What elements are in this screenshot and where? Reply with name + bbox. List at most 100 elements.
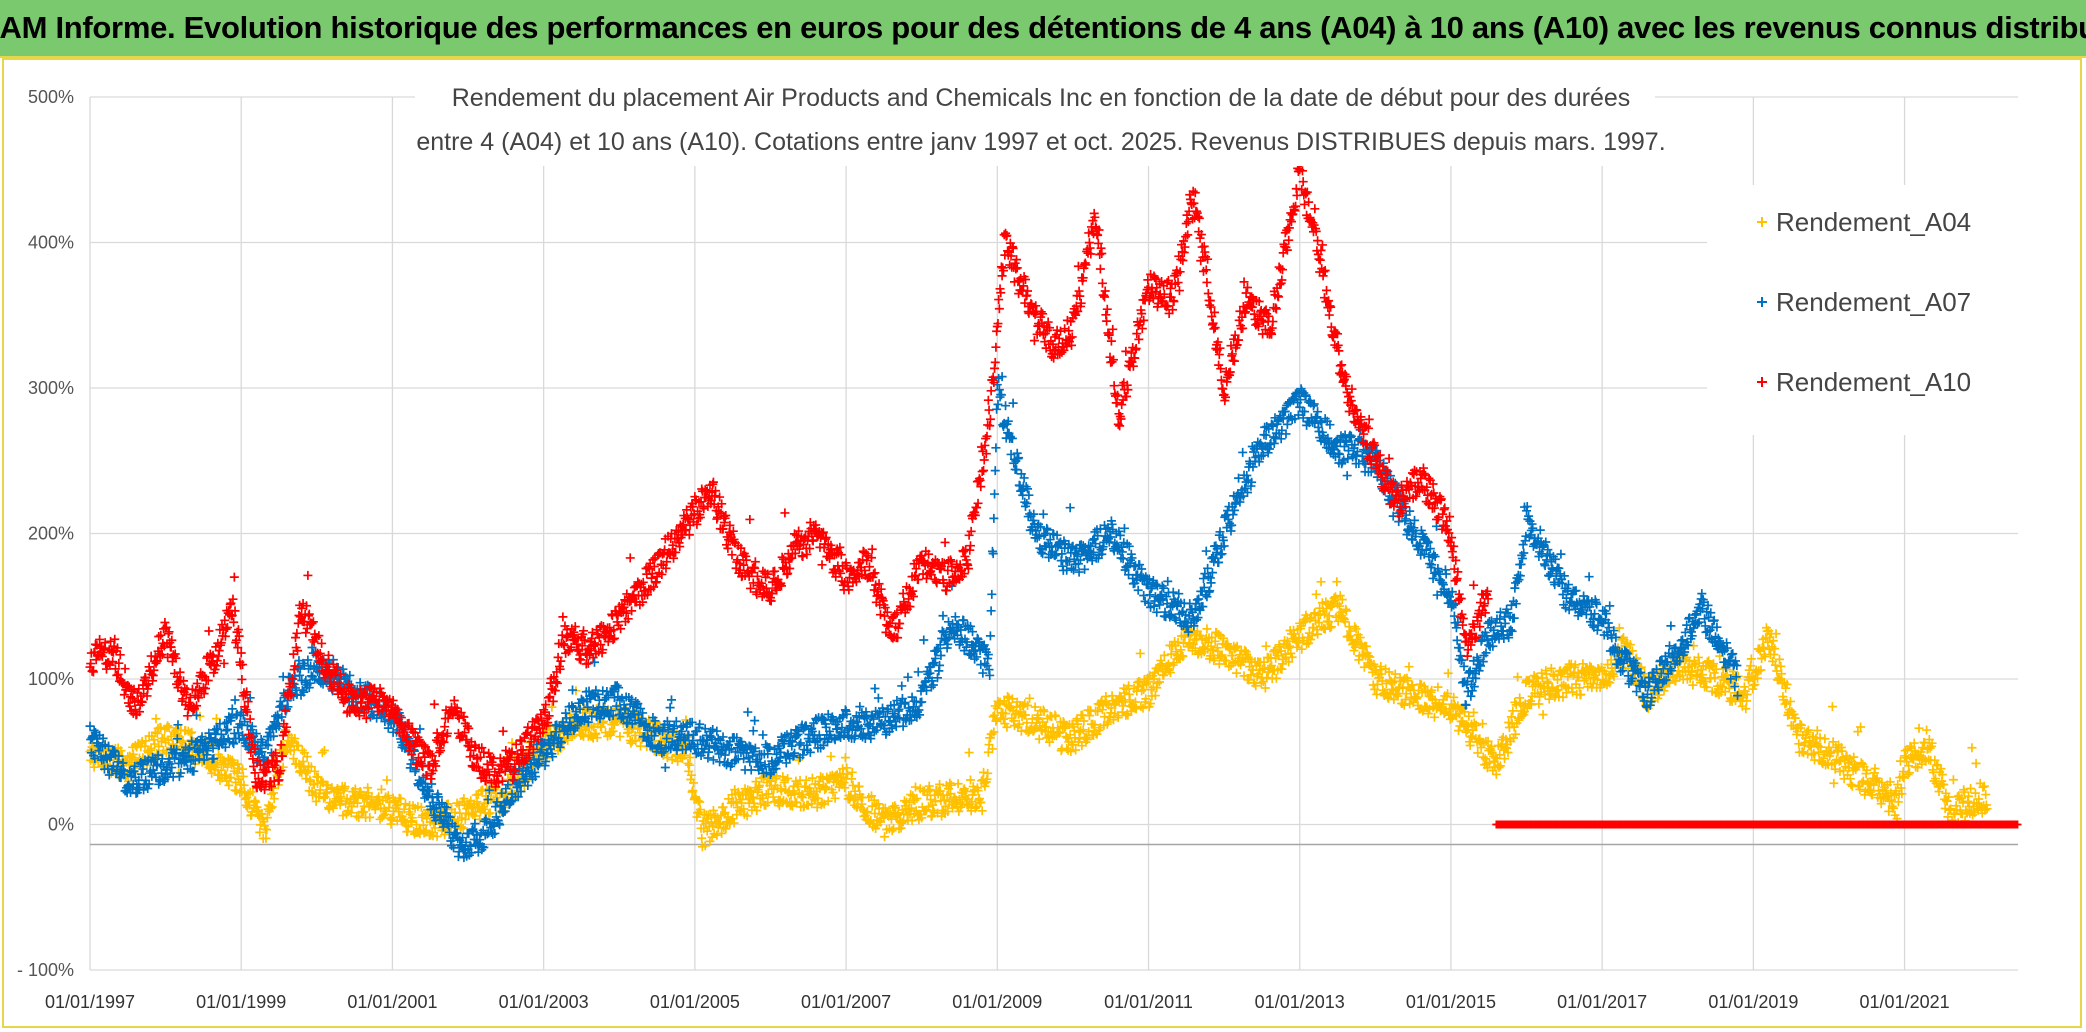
data-point (484, 809, 494, 819)
data-point (1174, 589, 1184, 599)
x-tick-label: 01/01/2001 (347, 992, 437, 1012)
data-point (930, 797, 940, 807)
data-point (315, 785, 325, 795)
data-point (163, 721, 173, 731)
data-point (717, 828, 727, 838)
data-point (376, 784, 386, 794)
data-point (1710, 673, 1720, 683)
data-point (615, 732, 625, 742)
data-point (996, 390, 1006, 400)
data-point (660, 763, 670, 773)
data-point (987, 589, 997, 599)
data-point (688, 778, 698, 788)
y-tick-label: 100% (28, 669, 74, 689)
data-point (1827, 702, 1837, 712)
data-point (495, 820, 505, 830)
data-point (1034, 734, 1044, 744)
data-point (340, 782, 350, 792)
data-point (447, 841, 457, 851)
data-point (262, 825, 272, 835)
data-point (1893, 797, 1903, 807)
data-point (631, 736, 641, 746)
x-tick-label: 01/01/2015 (1406, 992, 1496, 1012)
x-tick-label: 01/01/1997 (45, 992, 135, 1012)
data-point (452, 798, 462, 808)
data-point (458, 823, 468, 833)
data-point (1311, 589, 1321, 599)
data-point (726, 798, 736, 808)
data-point (821, 783, 831, 793)
data-point (754, 780, 764, 790)
data-point (702, 826, 712, 836)
data-point (840, 753, 850, 763)
x-tick-label: 01/01/2009 (952, 992, 1042, 1012)
data-point (1346, 431, 1356, 441)
data-point (1467, 686, 1477, 696)
data-point (1829, 778, 1839, 788)
data-point (693, 796, 703, 806)
data-point (407, 813, 417, 823)
data-point (1538, 710, 1548, 720)
data-point (870, 684, 880, 694)
y-tick-label: 0% (48, 815, 74, 835)
data-point (917, 697, 927, 707)
data-point (1967, 743, 1977, 753)
data-point (255, 827, 265, 837)
data-point (959, 616, 969, 626)
data-point (993, 399, 1003, 409)
x-tick-label: 01/01/2011 (1104, 992, 1193, 1012)
data-point (590, 657, 600, 667)
data-point (238, 771, 248, 781)
data-point (1025, 693, 1035, 703)
data-point (750, 716, 760, 726)
data-point (911, 782, 920, 792)
data-point (854, 781, 864, 791)
data-point (399, 804, 409, 814)
data-point (1316, 577, 1326, 587)
data-point (891, 803, 901, 813)
data-point (990, 466, 1000, 476)
data-point (926, 795, 936, 805)
data-point (917, 813, 927, 823)
data-point (319, 745, 329, 755)
y-tick-label: - 100% (17, 960, 74, 980)
data-point (290, 733, 300, 743)
data-point (665, 703, 675, 713)
x-tick-label: 01/01/2021 (1860, 992, 1950, 1012)
data-point (261, 833, 271, 843)
data-point (985, 631, 995, 641)
data-point (1971, 758, 1981, 768)
data-point (988, 549, 998, 559)
data-point (683, 758, 693, 768)
data-point (768, 792, 778, 802)
data-point (894, 704, 904, 714)
data-point (817, 798, 827, 808)
data-point (983, 768, 993, 778)
data-point (1024, 490, 1034, 500)
data-point (991, 443, 1001, 453)
data-point (262, 813, 272, 823)
data-point (898, 817, 908, 827)
data-point (758, 730, 768, 740)
data-point (310, 766, 320, 776)
data-point (211, 714, 221, 724)
data-point (1820, 734, 1830, 744)
data-point (1516, 559, 1526, 569)
data-point (1202, 624, 1212, 634)
data-point (1051, 711, 1061, 721)
data-point (248, 787, 258, 797)
data-point (1261, 641, 1271, 651)
data-point (964, 748, 974, 758)
data-point (227, 704, 237, 714)
y-tick-label: 500% (28, 87, 74, 107)
data-point (1948, 775, 1958, 785)
data-point (752, 806, 762, 816)
data-point (211, 762, 221, 772)
data-point (128, 749, 138, 759)
data-point (164, 723, 174, 732)
data-point (712, 726, 722, 736)
report-title: ADAM Informe. Evolution historique des p… (0, 10, 2086, 45)
data-point (1342, 471, 1352, 481)
data-point (416, 802, 426, 812)
data-point (321, 788, 331, 798)
